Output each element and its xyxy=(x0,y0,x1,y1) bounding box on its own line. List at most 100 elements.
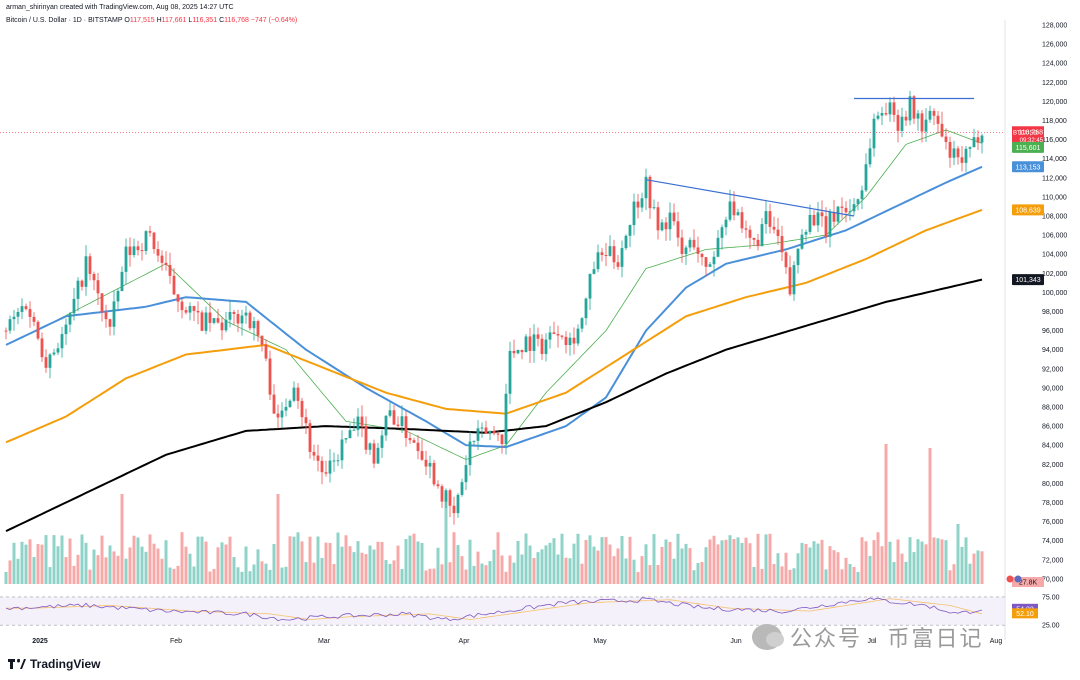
volume-bar xyxy=(644,544,648,584)
ma50-line xyxy=(5,165,983,449)
candle-body xyxy=(748,229,752,238)
candle-body xyxy=(880,113,884,116)
x-tick-label: Feb xyxy=(170,638,182,645)
volume-bar xyxy=(252,564,256,584)
candle-body xyxy=(496,433,500,435)
time-axis[interactable]: 2025 Feb Mar Apr May Jun Jul Aug xyxy=(32,638,1002,645)
candle-body xyxy=(684,247,688,255)
volume-bar xyxy=(700,561,704,584)
volume-bar xyxy=(712,535,716,584)
candle-body xyxy=(776,229,780,237)
y-tick-label: 122,000 xyxy=(1042,80,1067,87)
volume-bar xyxy=(652,534,656,584)
volume-bar xyxy=(776,553,780,584)
candle-body xyxy=(628,225,632,236)
y-tick-label: 118,000 xyxy=(1042,118,1067,125)
volume-bar xyxy=(316,536,320,584)
volume-bar xyxy=(892,562,896,584)
volume-bar xyxy=(800,542,804,584)
volume-bar xyxy=(588,535,592,584)
tradingview-logo[interactable]: TradingView xyxy=(8,657,100,671)
volume-bar xyxy=(288,536,292,584)
volume-bar xyxy=(916,539,920,584)
volume-bar xyxy=(56,546,60,584)
volume-bar xyxy=(488,561,492,584)
candle-body xyxy=(752,237,756,240)
volume-bar xyxy=(508,555,512,584)
candle-body xyxy=(964,148,968,163)
volume-bar xyxy=(220,542,224,584)
candle-body xyxy=(60,334,64,349)
y-tick-label: 82,000 xyxy=(1042,462,1064,469)
trendlines[interactable] xyxy=(645,97,974,217)
volume-bar xyxy=(480,563,484,584)
volume-bar xyxy=(164,540,168,584)
volume-bar xyxy=(820,539,824,584)
candle-body xyxy=(484,427,488,434)
tradingview-logo-text: TradingView xyxy=(30,657,101,671)
volume-bar xyxy=(4,571,8,584)
volume-bar xyxy=(944,540,948,584)
symbol-name[interactable]: Bitcoin / U.S. Dollar · 1D · BITSTAMP xyxy=(6,17,123,24)
volume-bar xyxy=(572,543,576,584)
volume-bar xyxy=(84,542,88,584)
ohlc-close: C116,768 xyxy=(219,17,249,24)
candle-body xyxy=(40,338,44,358)
y-tick-label: 120,000 xyxy=(1042,99,1067,106)
y-tick-label: 116,000 xyxy=(1042,137,1067,144)
volume-bar xyxy=(548,542,552,584)
candle-body xyxy=(712,256,716,265)
candle-body xyxy=(944,136,948,142)
volume-bar xyxy=(188,553,192,584)
candle-body xyxy=(760,224,764,247)
volume-bar xyxy=(812,541,816,584)
volume-bar xyxy=(640,556,644,584)
candle-body xyxy=(672,212,676,222)
volume-bar xyxy=(168,567,172,584)
volume-bar xyxy=(768,533,772,584)
volume-bar xyxy=(96,555,100,584)
candle-body xyxy=(692,239,696,248)
candle-body xyxy=(848,211,852,213)
ma200-line xyxy=(5,278,983,533)
volume-bar xyxy=(516,540,520,584)
volume-bar xyxy=(960,546,964,584)
volume-bars xyxy=(4,444,984,584)
candle-body xyxy=(96,280,100,294)
candlesticks[interactable] xyxy=(4,90,984,525)
volume-bar xyxy=(40,544,44,584)
price-axis[interactable]: 70,000 72,000 74,000 76,000 78,000 80,000 82,0… xyxy=(1006,23,1068,588)
volume-bar xyxy=(804,543,808,584)
volume-bar xyxy=(120,494,124,584)
candle-body xyxy=(888,102,892,115)
candle-body xyxy=(396,424,400,427)
candle-body xyxy=(820,212,824,217)
candle-body xyxy=(872,118,876,149)
candle-body xyxy=(4,330,8,332)
candle-body xyxy=(84,256,88,287)
btcusd-price: 116,768 xyxy=(1018,129,1043,136)
volume-bar xyxy=(936,538,940,584)
candle-body xyxy=(240,315,244,324)
volume-bar xyxy=(952,564,956,584)
candle-body xyxy=(732,201,736,216)
volume-bar xyxy=(208,571,212,584)
candle-body xyxy=(392,410,396,425)
currency-flag-icon xyxy=(1014,575,1022,583)
volume-bar xyxy=(980,551,984,584)
candle-body xyxy=(860,190,864,200)
candle-body xyxy=(324,472,328,474)
candle-body xyxy=(536,334,540,339)
volume-bar xyxy=(284,566,288,584)
x-tick-label: Jun xyxy=(730,638,741,645)
x-tick-label: May xyxy=(593,638,607,645)
price-grid xyxy=(0,20,1006,640)
volume-bar xyxy=(184,546,188,584)
volume-bar xyxy=(128,547,132,584)
candle-body xyxy=(380,435,384,448)
candle-body xyxy=(264,344,268,359)
candle-body xyxy=(768,211,772,227)
candle-body xyxy=(356,416,360,430)
volume-bar xyxy=(940,539,944,584)
